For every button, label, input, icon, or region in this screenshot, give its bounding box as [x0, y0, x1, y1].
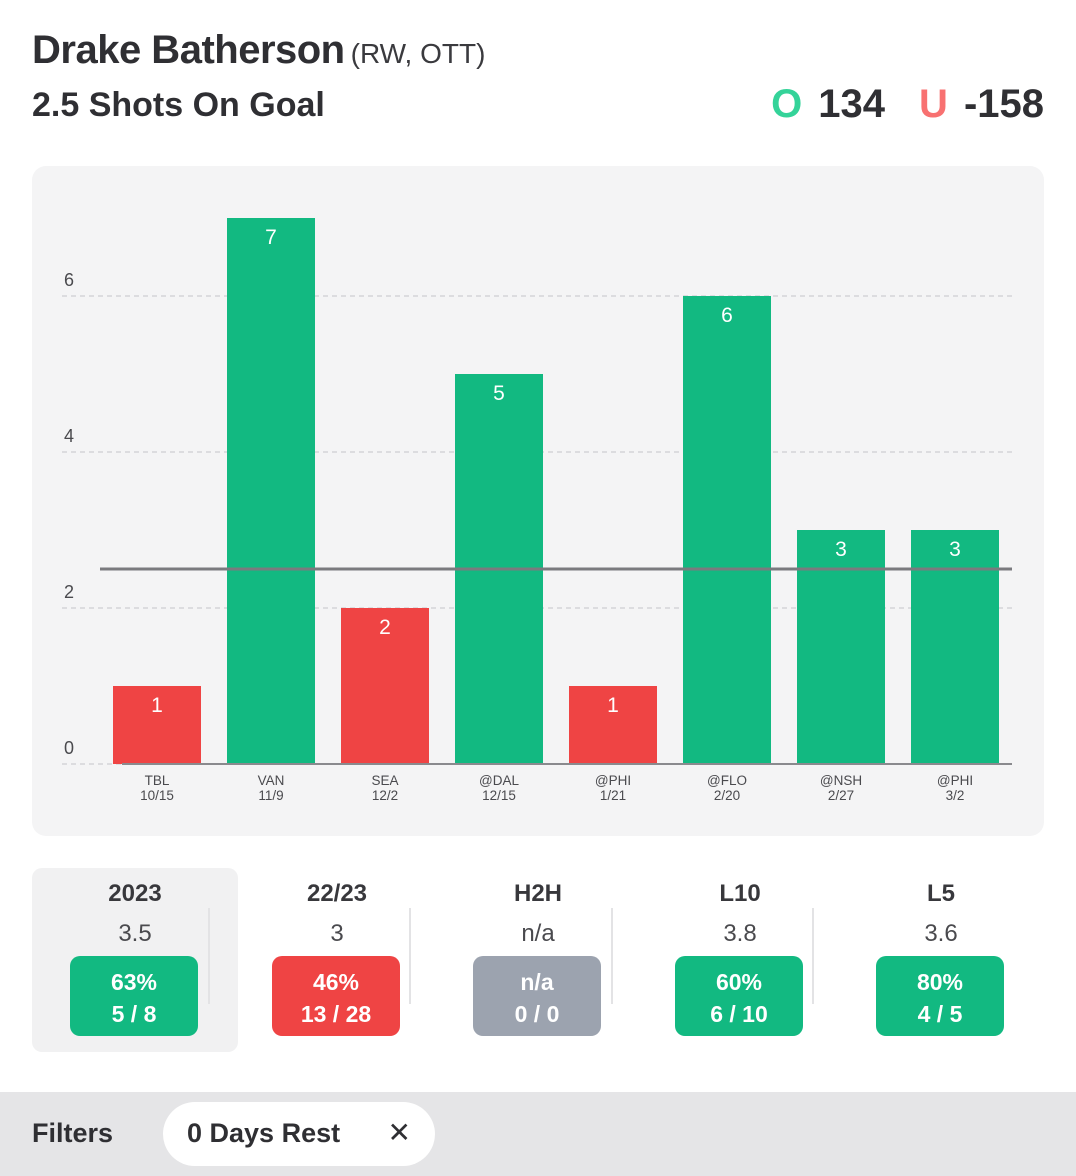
x-tick-opponent: @FLO	[707, 773, 747, 788]
y-tick-label: 0	[64, 738, 74, 758]
bar-tbl[interactable]	[113, 686, 201, 764]
stat-hit-record: 5 / 8	[111, 1001, 157, 1027]
stat-hit-percent: 60%	[715, 969, 763, 995]
y-tick-label: 2	[64, 582, 74, 602]
x-tick-date: 3/2	[946, 788, 965, 803]
y-tick-label: 4	[64, 426, 74, 446]
under-odds[interactable]: -158	[963, 82, 1044, 126]
close-icon[interactable]: ✕	[387, 1117, 411, 1148]
stat-hit-rate-badge: 63% 5 / 8	[70, 956, 198, 1036]
bar-at-phi[interactable]	[569, 686, 657, 764]
bar-value-label: 3	[835, 538, 847, 561]
stat-hit-percent: 80%	[916, 969, 964, 995]
filter-chip-days-rest[interactable]: 0 Days Rest ✕	[163, 1102, 435, 1166]
under-label: U	[919, 82, 948, 126]
x-tick-opponent: TBL	[145, 773, 170, 788]
prop-title: 2.5 Shots On Goal	[32, 86, 325, 124]
stats-row: 2023 3.5 63% 5 / 8 22/23 3 46% 13 / 28 H2H n/a n/a…	[32, 868, 1044, 1052]
bar-at-flo[interactable]	[683, 296, 771, 764]
stat-hit-rate-badge: 60% 6 / 10	[675, 956, 803, 1036]
x-tick-date: 11/9	[258, 788, 283, 803]
stat-average: n/a	[521, 920, 555, 947]
x-tick-date: 12/2	[372, 788, 398, 803]
x-tick-date: 12/15	[482, 788, 516, 803]
bar-value-label: 1	[607, 694, 619, 717]
chart-card: 0 2 4 6 1 TBL 10/15 7 VAN 11/9 2 SEA 12/2 5 @DAL 12/15 1…	[32, 166, 1044, 836]
bar-at-phi[interactable]	[911, 530, 999, 764]
stat-divider	[611, 908, 613, 1004]
stat-hit-record: 4 / 5	[917, 1001, 963, 1027]
x-tick-date: 2/27	[828, 788, 854, 803]
stat-label: 2023	[108, 880, 162, 907]
stat-divider	[409, 908, 411, 1004]
filter-chip-label: 0 Days Rest	[187, 1118, 341, 1148]
stat-divider	[208, 908, 210, 1004]
x-tick-date: 1/21	[600, 788, 626, 803]
odds: O 134 U -158	[771, 82, 1044, 127]
bar-van[interactable]	[227, 218, 315, 764]
stat-column-l10[interactable]: L10 3.8 60% 6 / 10	[637, 868, 843, 1052]
stat-column-22-23[interactable]: 22/23 3 46% 13 / 28	[234, 868, 440, 1052]
x-tick-opponent: @PHI	[595, 773, 631, 788]
stat-divider	[812, 908, 814, 1004]
player-name-text: Drake Batherson	[32, 28, 345, 72]
stat-column-l5[interactable]: L5 3.6 80% 4 / 5	[838, 868, 1044, 1052]
stat-hit-percent: 63%	[110, 969, 158, 995]
bar-value-label: 3	[949, 538, 961, 561]
filters-label: Filters	[32, 1118, 114, 1148]
stat-hit-percent: n/a	[520, 969, 554, 995]
stat-label: L5	[926, 880, 955, 907]
x-tick-opponent: VAN	[258, 773, 285, 788]
stat-hit-record: 0 / 0	[514, 1001, 560, 1027]
stat-column-2023[interactable]: 2023 3.5 63% 5 / 8	[32, 868, 238, 1052]
stat-hit-rate-badge: 80% 4 / 5	[876, 956, 1004, 1036]
stat-average: 3.6	[924, 920, 958, 947]
player-name: Drake Batherson (RW, OTT)	[32, 28, 485, 73]
bar-value-label: 2	[379, 616, 391, 639]
filters-bar: Filters 0 Days Rest ✕	[0, 1092, 1076, 1176]
over-label: O	[771, 82, 803, 126]
bar-value-label: 6	[721, 304, 733, 327]
stat-label: H2H	[513, 880, 562, 907]
stat-hit-percent: 46%	[312, 969, 360, 995]
x-tick-opponent: SEA	[371, 773, 398, 788]
stat-label: 22/23	[306, 880, 368, 907]
stat-column-h2h[interactable]: H2H n/a n/a 0 / 0	[435, 868, 641, 1052]
bar-sea[interactable]	[341, 608, 429, 764]
x-tick-date: 10/15	[140, 788, 174, 803]
stat-hit-record: 13 / 28	[300, 1001, 372, 1027]
over-odds[interactable]: 134	[818, 82, 886, 126]
bar-value-label: 5	[493, 382, 505, 405]
stat-average: 3.8	[723, 920, 757, 947]
stat-hit-rate-badge: 46% 13 / 28	[272, 956, 400, 1036]
stat-average: 3	[330, 920, 344, 947]
stat-hit-record: 6 / 10	[710, 1001, 768, 1027]
header: Drake Batherson (RW, OTT) 2.5 Shots On Go…	[32, 28, 1044, 138]
stat-hit-rate-badge: n/a 0 / 0	[473, 956, 601, 1036]
bar-at-nsh[interactable]	[797, 530, 885, 764]
x-tick-opponent: @NSH	[820, 773, 862, 788]
x-tick-opponent: @DAL	[479, 773, 519, 788]
bar-value-label: 7	[265, 226, 277, 249]
x-tick-opponent: @PHI	[937, 773, 973, 788]
player-position-team: (RW, OTT)	[350, 38, 486, 69]
x-tick-date: 2/20	[714, 788, 740, 803]
y-tick-label: 6	[64, 270, 74, 290]
stat-average: 3.5	[118, 920, 152, 947]
stat-label: L10	[719, 880, 761, 907]
bar-value-label: 1	[151, 694, 163, 717]
